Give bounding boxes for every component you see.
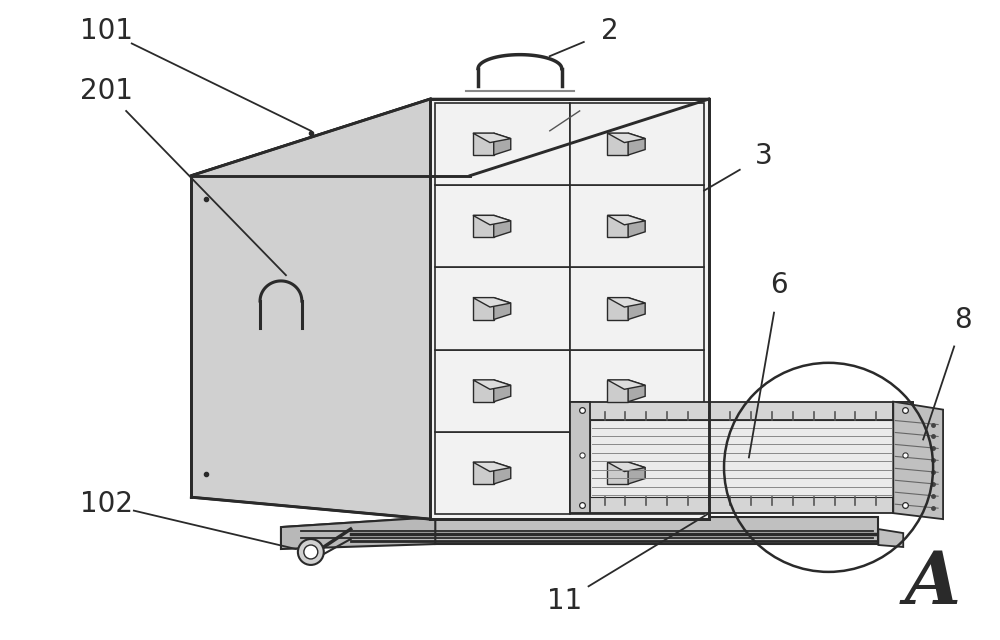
Polygon shape: [607, 462, 628, 484]
Polygon shape: [435, 349, 570, 432]
Polygon shape: [878, 529, 903, 547]
Polygon shape: [494, 462, 511, 484]
Polygon shape: [607, 215, 645, 225]
Polygon shape: [570, 497, 913, 513]
Polygon shape: [607, 462, 645, 472]
Polygon shape: [430, 99, 709, 519]
Circle shape: [304, 545, 318, 559]
Polygon shape: [435, 517, 878, 544]
Polygon shape: [570, 432, 704, 514]
Polygon shape: [435, 185, 570, 268]
Polygon shape: [590, 420, 893, 497]
Polygon shape: [191, 99, 430, 519]
Text: 8: 8: [954, 306, 972, 334]
Polygon shape: [494, 215, 511, 237]
Polygon shape: [607, 215, 628, 237]
Text: 2: 2: [601, 17, 618, 45]
Polygon shape: [628, 215, 645, 237]
Text: 6: 6: [770, 271, 788, 299]
Polygon shape: [435, 268, 570, 349]
Polygon shape: [473, 462, 511, 472]
Polygon shape: [570, 402, 913, 420]
Polygon shape: [473, 380, 511, 389]
Polygon shape: [473, 215, 511, 225]
Polygon shape: [494, 133, 511, 155]
Polygon shape: [628, 133, 645, 155]
Polygon shape: [570, 402, 590, 513]
Polygon shape: [893, 402, 943, 519]
Polygon shape: [607, 380, 628, 402]
Text: 201: 201: [80, 77, 133, 105]
Polygon shape: [570, 103, 704, 185]
Polygon shape: [191, 99, 709, 175]
Polygon shape: [893, 444, 908, 474]
Polygon shape: [570, 349, 704, 432]
Polygon shape: [893, 402, 913, 513]
Text: 102: 102: [80, 490, 133, 518]
Polygon shape: [494, 298, 511, 319]
Text: 11: 11: [547, 587, 582, 615]
Polygon shape: [435, 103, 570, 185]
Polygon shape: [570, 268, 704, 349]
Polygon shape: [435, 432, 570, 514]
Polygon shape: [607, 298, 645, 307]
Circle shape: [298, 539, 324, 565]
Polygon shape: [494, 380, 511, 402]
Polygon shape: [628, 462, 645, 484]
Polygon shape: [607, 133, 628, 155]
Polygon shape: [473, 133, 511, 143]
Polygon shape: [628, 380, 645, 402]
Polygon shape: [628, 298, 645, 319]
Polygon shape: [473, 380, 494, 402]
Polygon shape: [281, 517, 878, 527]
Polygon shape: [473, 298, 511, 307]
Polygon shape: [607, 298, 628, 319]
Polygon shape: [473, 215, 494, 237]
Polygon shape: [473, 133, 494, 155]
Polygon shape: [473, 298, 494, 319]
Polygon shape: [607, 380, 645, 389]
Polygon shape: [607, 133, 645, 143]
Polygon shape: [473, 462, 494, 484]
Text: A: A: [905, 548, 961, 620]
Polygon shape: [281, 517, 435, 549]
Text: 101: 101: [80, 17, 133, 45]
Text: 3: 3: [755, 141, 773, 170]
Polygon shape: [570, 185, 704, 268]
